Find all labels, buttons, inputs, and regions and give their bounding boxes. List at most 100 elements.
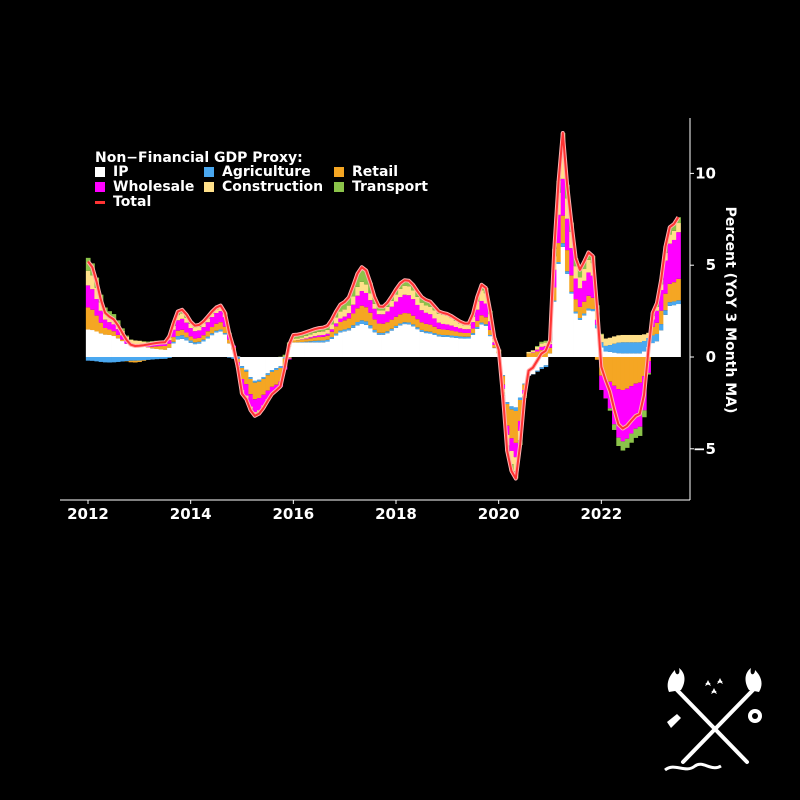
bar-rt bbox=[132, 360, 138, 363]
month-bar-stack bbox=[637, 334, 643, 436]
x-tick-label: 2012 bbox=[67, 505, 109, 523]
bar-ag bbox=[564, 271, 570, 274]
bar-wh bbox=[338, 318, 343, 322]
bar-cn bbox=[410, 290, 416, 300]
bar-tr bbox=[671, 223, 677, 231]
bar-ip bbox=[363, 324, 369, 357]
bar-rt bbox=[398, 314, 403, 324]
bar-tr bbox=[124, 335, 130, 337]
bar-cn bbox=[564, 198, 570, 219]
bar-ag bbox=[458, 336, 463, 339]
bar-rt bbox=[428, 324, 433, 332]
bar-rt bbox=[415, 319, 420, 328]
bar-ag bbox=[179, 335, 185, 339]
bar-ag bbox=[141, 357, 147, 361]
bar-wh bbox=[248, 394, 254, 407]
bar-cn bbox=[333, 317, 339, 324]
bar-wh bbox=[389, 306, 395, 320]
legend-entry: Wholesale bbox=[95, 179, 194, 195]
bar-wh bbox=[483, 303, 489, 318]
bar-wh bbox=[214, 313, 219, 324]
bar-ip bbox=[333, 335, 339, 357]
bar-rt bbox=[278, 368, 284, 382]
bar-ip bbox=[620, 353, 626, 357]
bar-wh bbox=[372, 308, 378, 320]
bar-ag bbox=[470, 333, 476, 335]
bar-cn bbox=[667, 234, 673, 244]
bar-rt bbox=[286, 357, 292, 359]
bar-ip bbox=[552, 301, 557, 357]
bar-wh bbox=[487, 321, 493, 330]
bar-ip bbox=[316, 342, 322, 357]
bar-ip bbox=[509, 357, 515, 407]
bar-rt bbox=[543, 349, 549, 357]
bar-ip bbox=[513, 357, 519, 408]
bar-rt bbox=[616, 357, 621, 390]
bar-ip bbox=[239, 357, 245, 367]
bar-ip bbox=[560, 246, 566, 357]
month-bar-stack bbox=[351, 285, 356, 357]
x-tick-label: 2018 bbox=[375, 505, 417, 523]
bar-rt bbox=[406, 313, 412, 323]
bar-cn bbox=[304, 335, 309, 339]
bar-ip bbox=[359, 323, 365, 357]
bar-ag bbox=[304, 341, 309, 343]
bar-ag bbox=[552, 300, 557, 302]
bar-ag bbox=[351, 325, 356, 328]
bar-ip bbox=[526, 357, 532, 376]
bar-cn bbox=[368, 293, 373, 301]
bar-tr bbox=[633, 428, 639, 438]
bar-cn bbox=[389, 300, 395, 307]
bar-cn bbox=[393, 294, 399, 302]
month-bar-stack bbox=[269, 357, 275, 395]
bar-rt bbox=[111, 331, 117, 337]
bar-ip bbox=[547, 353, 553, 357]
bar-tr bbox=[145, 341, 151, 343]
bar-ag bbox=[389, 328, 395, 331]
bar-cn bbox=[132, 340, 138, 345]
bar-ag bbox=[162, 357, 168, 359]
crossed-torch-key-logo bbox=[664, 668, 762, 772]
bar-cn bbox=[201, 323, 207, 328]
bar-ag bbox=[171, 341, 177, 344]
bar-wh bbox=[633, 383, 639, 429]
bar-ag bbox=[218, 329, 224, 332]
bar-ip bbox=[325, 341, 331, 357]
bar-ag bbox=[641, 341, 647, 352]
bar-rt bbox=[338, 321, 343, 331]
month-bar-stack bbox=[244, 357, 249, 400]
bar-ag bbox=[154, 357, 159, 360]
month-bar-stack bbox=[107, 311, 112, 363]
y-tick-label: 10 bbox=[695, 164, 716, 182]
bar-wh bbox=[671, 239, 677, 283]
bar-cn bbox=[85, 270, 91, 286]
bar-ag bbox=[197, 341, 202, 344]
bar-wh bbox=[410, 299, 416, 316]
bar-ip bbox=[304, 342, 309, 357]
bar-wh bbox=[244, 384, 249, 396]
month-bar-stack bbox=[218, 305, 224, 357]
bar-cn bbox=[458, 323, 463, 329]
bar-ip bbox=[582, 315, 587, 357]
bar-ag bbox=[312, 340, 318, 343]
bar-ip bbox=[432, 334, 438, 357]
bar-cn bbox=[629, 334, 634, 343]
bar-cn bbox=[453, 320, 459, 327]
bar-ip bbox=[475, 328, 480, 357]
month-bar-stack bbox=[620, 334, 626, 451]
bar-ag bbox=[517, 397, 523, 400]
bar-ip bbox=[351, 327, 356, 357]
bar-tr bbox=[535, 345, 540, 347]
bar-rt bbox=[633, 357, 639, 384]
bar-rt bbox=[517, 400, 523, 421]
bar-wh bbox=[312, 336, 318, 338]
bar-ag bbox=[175, 336, 181, 340]
bar-ip bbox=[594, 328, 600, 357]
bar-ip bbox=[612, 352, 617, 357]
bar-cn bbox=[462, 325, 467, 330]
bar-cn bbox=[321, 331, 326, 335]
bar-tr bbox=[107, 311, 112, 317]
bar-tr bbox=[342, 301, 348, 310]
bar-wh bbox=[192, 331, 198, 339]
